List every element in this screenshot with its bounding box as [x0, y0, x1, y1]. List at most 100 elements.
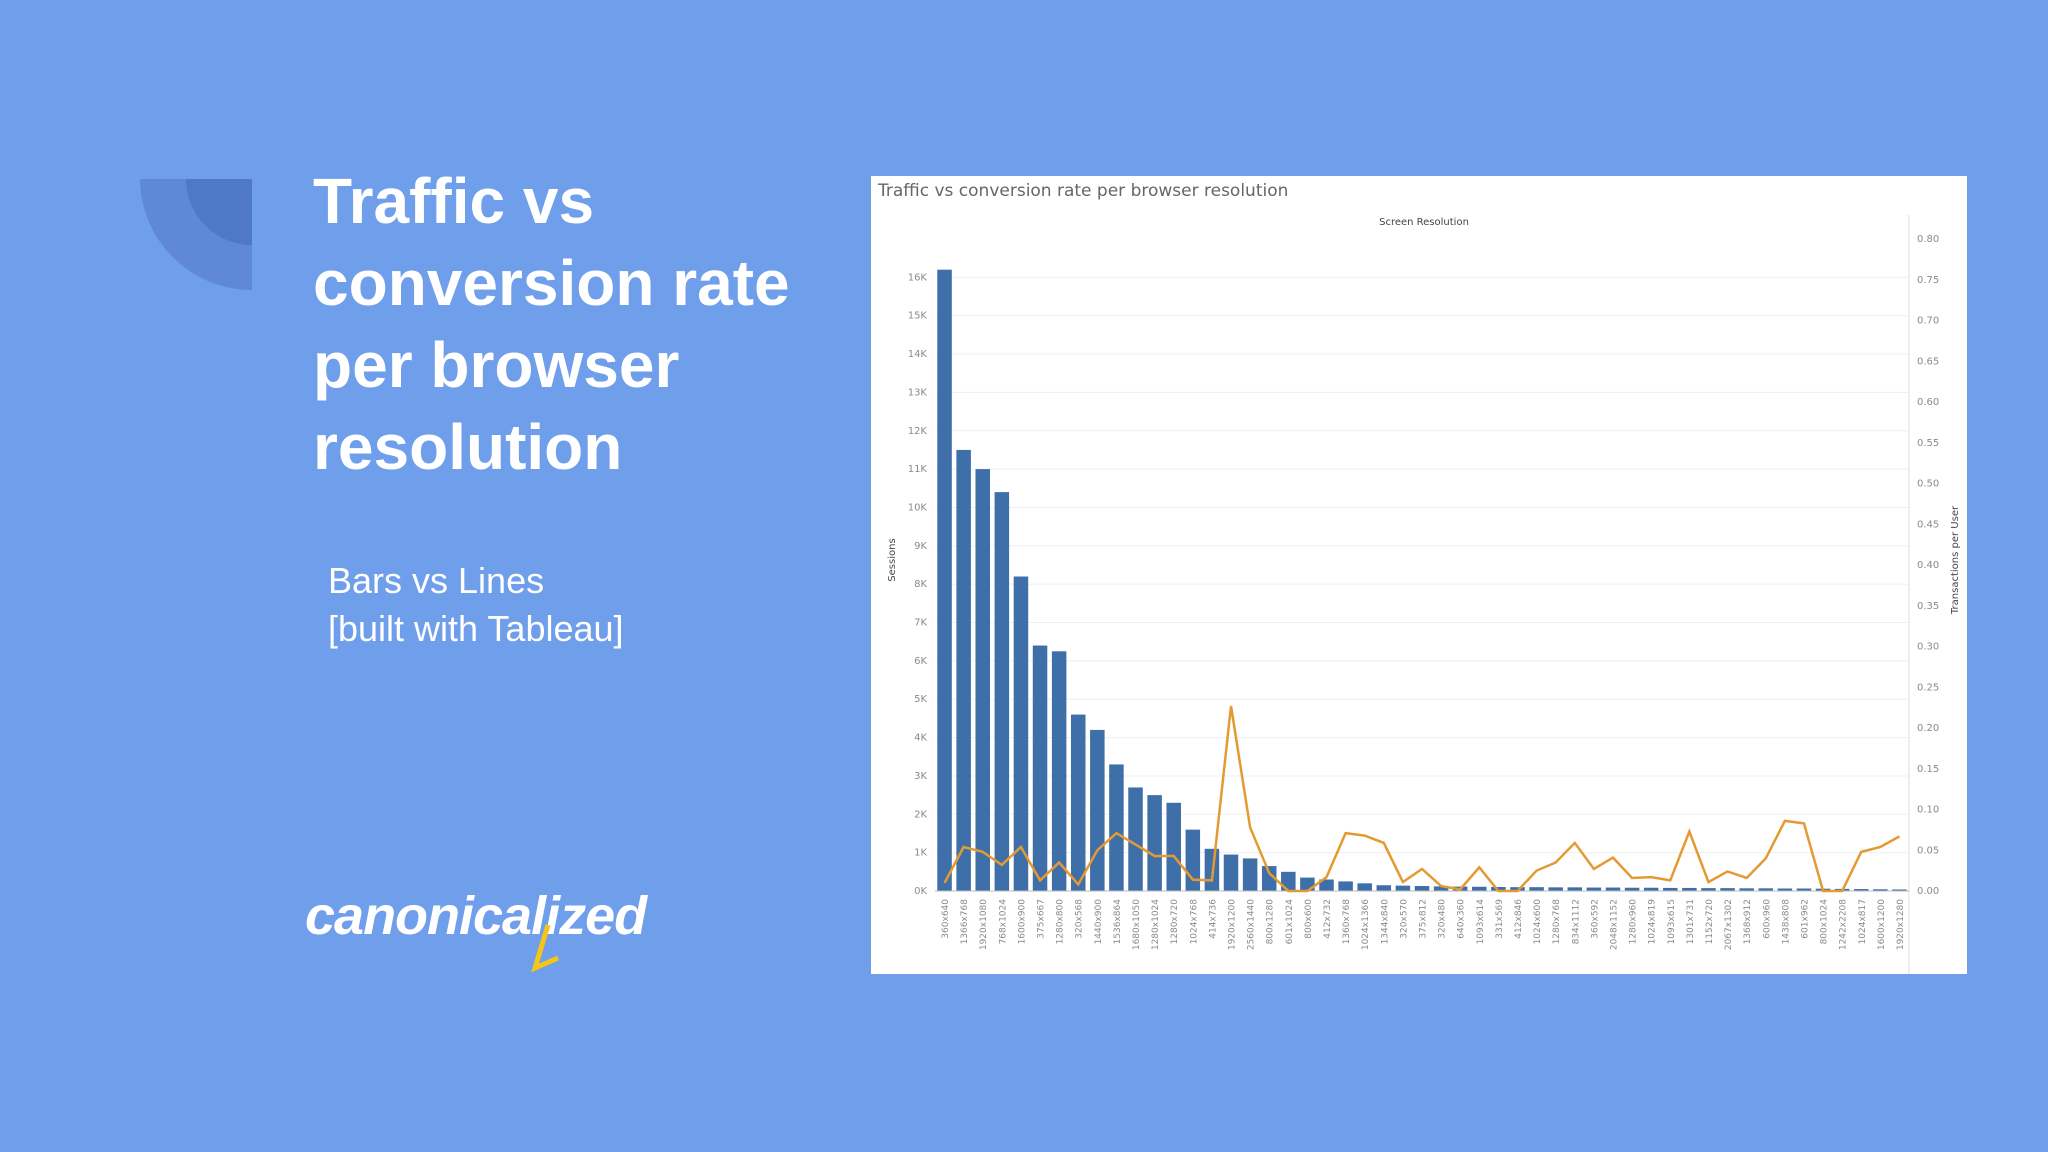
x-axis-title: Screen Resolution: [1379, 217, 1469, 228]
x-tick-label: 1600x1200: [1877, 899, 1887, 950]
x-tick-label: 360x640: [941, 899, 951, 939]
bar: [1223, 854, 1239, 891]
bar: [1090, 729, 1105, 891]
x-tick-label: 414x736: [1208, 899, 1218, 939]
x-tick-label: 800x600: [1304, 899, 1314, 939]
x-tick-label: 1344x840: [1380, 899, 1390, 945]
bar: [1300, 877, 1315, 891]
bar: [1338, 881, 1353, 891]
bar: [1853, 889, 1869, 891]
y-tick-label: 13K: [908, 387, 928, 398]
bar: [1701, 888, 1716, 891]
y2-tick-label: 0.65: [1917, 356, 1939, 367]
bar: [1147, 795, 1162, 891]
x-tick-label: 2560x1440: [1247, 899, 1257, 950]
bar: [1586, 887, 1602, 891]
x-tick-label: 601x1024: [1285, 899, 1295, 945]
decoration: [186, 179, 252, 245]
y-tick-label: 11K: [908, 464, 928, 475]
bar: [1548, 887, 1563, 891]
x-tick-label: 1280x720: [1170, 899, 1180, 945]
x-tick-label: 1600x900: [1017, 899, 1027, 945]
y2-tick-label: 0.35: [1917, 601, 1939, 612]
y-tick-label: 1K: [914, 848, 927, 859]
bar: [1624, 887, 1640, 891]
chart-title: Traffic vs conversion rate per browser r…: [877, 181, 1288, 201]
x-tick-label: 1280x1024: [1151, 899, 1161, 950]
bar: [1433, 886, 1449, 891]
x-tick-label: 1536x864: [1113, 899, 1123, 945]
y-tick-label: 7K: [914, 618, 927, 629]
x-tick-label: 800x1280: [1266, 899, 1276, 945]
bar: [1109, 764, 1124, 891]
bar: [1032, 645, 1048, 891]
y2-tick-label: 0.00: [1917, 886, 1939, 897]
x-tick-label: 1280x768: [1552, 899, 1562, 945]
y-tick-label: 2K: [914, 809, 927, 820]
bar: [1739, 888, 1754, 891]
x-tick-label: 800x1024: [1820, 899, 1830, 945]
x-tick-label: 331x569: [1495, 899, 1505, 939]
y-tick-label: 9K: [914, 541, 927, 552]
bar: [1529, 887, 1544, 891]
bar: [994, 492, 1010, 891]
bar: [1261, 866, 1277, 891]
bar: [1796, 888, 1812, 891]
x-tick-label: 1280x800: [1056, 899, 1066, 945]
x-tick-label: 375x667: [1037, 899, 1047, 939]
x-tick-label: 640x360: [1457, 899, 1467, 939]
y-tick-label: 8K: [914, 579, 927, 590]
x-tick-label: 320x480: [1438, 899, 1448, 939]
x-tick-label: 1368x912: [1743, 899, 1753, 944]
bar: [1376, 885, 1392, 891]
x-tick-label: 1093x615: [1667, 899, 1677, 944]
bar: [956, 449, 971, 891]
y2-tick-label: 0.60: [1917, 397, 1939, 408]
bar: [1567, 887, 1583, 891]
bar: [1472, 886, 1487, 891]
bar: [1720, 888, 1735, 891]
x-tick-label: 1440x900: [1094, 899, 1104, 945]
y2-tick-label: 0.80: [1917, 234, 1939, 245]
x-tick-label: 1024x600: [1533, 899, 1543, 945]
y-tick-label: 15K: [908, 311, 928, 322]
x-tick-label: 1920x1080: [979, 899, 989, 950]
x-tick-label: 1920x1200: [1228, 899, 1238, 950]
bar: [1873, 889, 1888, 891]
y-tick-label: 5K: [914, 694, 927, 705]
bar: [1013, 576, 1029, 891]
y2-tick-label: 0.75: [1917, 275, 1939, 286]
bar: [1414, 886, 1430, 891]
y2-tick-label: 0.50: [1917, 479, 1939, 490]
bar: [1281, 871, 1296, 891]
bar: [1777, 888, 1793, 891]
bar: [975, 469, 991, 891]
x-tick-label: 600x960: [1762, 899, 1772, 939]
bar: [1491, 886, 1506, 891]
y2-tick-label: 0.15: [1917, 764, 1939, 775]
y-tick-label: 3K: [914, 771, 927, 782]
x-tick-label: 320x568: [1075, 899, 1085, 939]
x-tick-label: 1152x720: [1705, 899, 1715, 945]
y-tick-label: 12K: [908, 426, 928, 437]
x-tick-label: 1680x1050: [1132, 899, 1142, 950]
x-tick-label: 412x846: [1514, 899, 1524, 939]
y2-tick-label: 0.10: [1917, 805, 1939, 816]
bar: [1185, 829, 1201, 891]
x-tick-label: 1242x2208: [1839, 899, 1849, 950]
x-tick-label: 1024x817: [1858, 899, 1868, 944]
x-tick-label: 360x592: [1590, 899, 1600, 939]
y-tick-label: 0K: [914, 886, 927, 897]
x-tick-label: 1366x768: [960, 899, 970, 945]
x-tick-label: 375x812: [1419, 899, 1429, 939]
y-axis-title: Sessions: [887, 538, 898, 581]
x-tick-label: 1280x960: [1629, 899, 1639, 945]
slide-title: Traffic vs conversion rate per browser r…: [313, 165, 790, 483]
y2-tick-label: 0.20: [1917, 723, 1939, 734]
y-tick-label: 16K: [908, 272, 928, 283]
x-tick-label: 1920x1280: [1896, 899, 1906, 950]
bar: [1166, 802, 1181, 891]
y-tick-label: 14K: [908, 349, 928, 360]
